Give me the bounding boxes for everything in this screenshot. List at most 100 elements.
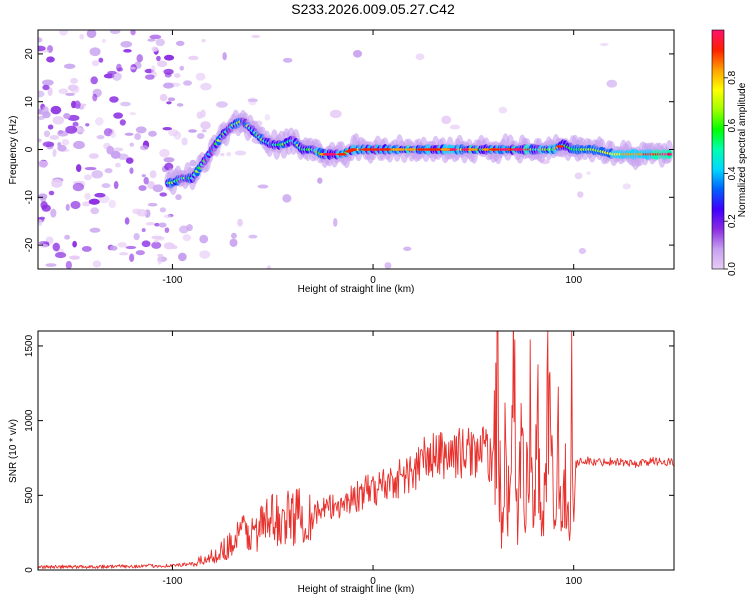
spectrogram-noise-blob: [70, 77, 79, 84]
spectrogram-noise-blob: [38, 108, 43, 115]
spectrogram-noise-blob: [164, 54, 175, 61]
spectrogram-noise-blob: [156, 60, 168, 68]
spectrogram-noise-blob: [145, 222, 155, 226]
colorbar-tick-label: 0.0: [727, 262, 738, 276]
spectrogram-peak-spot: [440, 148, 451, 151]
spectrogram-noise-blob: [264, 114, 271, 121]
spectrogram-noise-blob: [196, 111, 203, 120]
spectrogram-noise-blob: [248, 234, 258, 239]
spectrogram-noise-blob: [81, 246, 92, 252]
spectrogram-y-tick-label: 10: [24, 96, 35, 108]
spectrogram-noise-blob: [48, 190, 55, 196]
spectrogram-noise-blob: [38, 45, 46, 52]
spectrogram-noise-blob: [38, 240, 50, 245]
spectrogram-noise-blob: [72, 182, 85, 192]
spectrogram-noise-blob: [113, 181, 119, 190]
snr-panel: -100 0 100 0 500 1000 1500 Height of straight…: [8, 330, 675, 595]
spectrogram-noise-blob: [42, 141, 55, 148]
spectrogram-noise-blob: [51, 178, 63, 188]
spectrogram-noise-blob: [186, 224, 193, 232]
spectrogram-noise-blob: [63, 63, 76, 69]
spectrogram-noise-blob: [110, 132, 116, 138]
spectrogram-peak-spot: [336, 152, 347, 156]
spectrogram-noise-blob: [129, 112, 137, 116]
colorbar-gradient: [712, 30, 724, 269]
spectrogram-noise-blob: [173, 131, 182, 140]
spectrogram-noise-blob: [67, 84, 78, 91]
spectrogram-noise-blob: [384, 262, 392, 269]
spectrogram-noise-blob: [110, 150, 121, 159]
spectrogram-noise-blob: [173, 73, 181, 78]
spectrogram-noise-blob: [231, 232, 237, 239]
spectrogram-noise-blob: [179, 65, 185, 71]
spectrogram-peak-spot: [556, 145, 564, 148]
spectrogram-noise-blob: [101, 38, 107, 43]
spectrogram-noise-blob: [154, 239, 159, 243]
spectrogram-noise-blob: [179, 225, 189, 234]
spectrogram-noise-blob: [159, 148, 170, 158]
spectrogram-noise-blob: [586, 171, 591, 175]
spectrogram-noise-blob: [143, 176, 149, 185]
spectrogram-noise-blob: [43, 130, 51, 138]
spectrogram-noise-blob: [147, 202, 158, 207]
colorbar-tick-label: 0.8: [727, 70, 738, 84]
spectrogram-y-tick-label: 0: [24, 146, 35, 152]
spectrogram-peak-spot: [429, 148, 437, 151]
spectrogram-noise-blob: [329, 109, 342, 119]
spectrogram-ridge-core: [666, 152, 672, 156]
spectrogram-noise-blob: [606, 79, 618, 88]
spectrogram-noise-blob: [63, 113, 71, 119]
snr-x-tick-label: -100: [162, 576, 182, 587]
spectrogram-peak-spot: [322, 152, 330, 156]
spectrogram-noise-blob: [92, 260, 102, 268]
snr-y-label: SNR (10 * v/v): [8, 419, 19, 483]
spectrogram-noise-blob: [65, 260, 72, 269]
spectrogram-peak-spot: [511, 148, 523, 151]
spectrogram-peak-spot: [361, 148, 369, 151]
colorbar: 0.0 0.2 0.4 0.6 0.8 Normalized spectral ampl…: [711, 29, 748, 276]
snr-y-ticks: 0 500 1000 1500: [24, 334, 674, 573]
spectrogram-noise-blob: [266, 265, 272, 269]
spectrogram-noise-blob: [38, 90, 45, 98]
spectrogram-noise-blob: [109, 30, 121, 35]
spectrogram-noise-blob: [157, 253, 164, 257]
snr-x-label: Height of straight line (km): [298, 584, 415, 595]
spectrogram-noise-blob: [120, 101, 131, 107]
spectrogram-noise-blob: [139, 145, 149, 151]
spectrogram-noise-blob: [159, 192, 168, 197]
spectrogram-noise-blob: [135, 126, 147, 134]
spectrogram-x-label: Height of straight line (km): [298, 284, 415, 295]
spectrogram-noise-blob: [124, 217, 130, 225]
snr-y-tick-label: 1500: [24, 334, 35, 357]
spectrogram-noise-blob: [101, 183, 111, 189]
spectrogram-noise-blob: [415, 53, 425, 61]
spectrogram-peak-spot: [488, 148, 500, 151]
spectrogram-noise-blob: [167, 97, 176, 102]
spectrogram-noise-blob: [136, 209, 148, 217]
spectrogram-noise-blob: [226, 151, 232, 157]
spectrogram-noise-blob: [147, 38, 156, 42]
spectrogram-noise-blob: [46, 56, 55, 63]
spectrogram-noise-blob: [196, 132, 205, 140]
spectrogram-y-label: Frequency (Hz): [8, 116, 19, 185]
spectrogram-noise-blob: [141, 228, 146, 232]
spectrogram-noise-blob: [134, 133, 142, 140]
colorbar-ticks: 0.0 0.2 0.4 0.6 0.8: [724, 70, 738, 276]
spectrogram-noise-blob: [220, 152, 225, 157]
spectrogram-noise-blob: [67, 114, 80, 122]
spectrogram-x-tick-label: -100: [162, 275, 182, 286]
colorbar-label: Normalized spectral amplitude: [737, 82, 748, 217]
spectrogram-noise-blob: [47, 124, 54, 130]
spectrogram-noise-blob: [317, 177, 323, 184]
snr-x-tick-label: 0: [370, 576, 376, 587]
spectrogram-noise-blob: [403, 246, 412, 251]
spectrogram-noise-blob: [159, 207, 167, 213]
spectrogram-noise-blob: [123, 48, 132, 53]
spectrogram-noise-blob: [257, 184, 269, 189]
spectrogram-noise-blob: [248, 97, 257, 106]
spectrogram-noise-blob: [498, 106, 508, 114]
spectrogram-noise-blob: [41, 111, 51, 119]
spectrogram-x-ticks: -100 0 100: [162, 30, 582, 286]
